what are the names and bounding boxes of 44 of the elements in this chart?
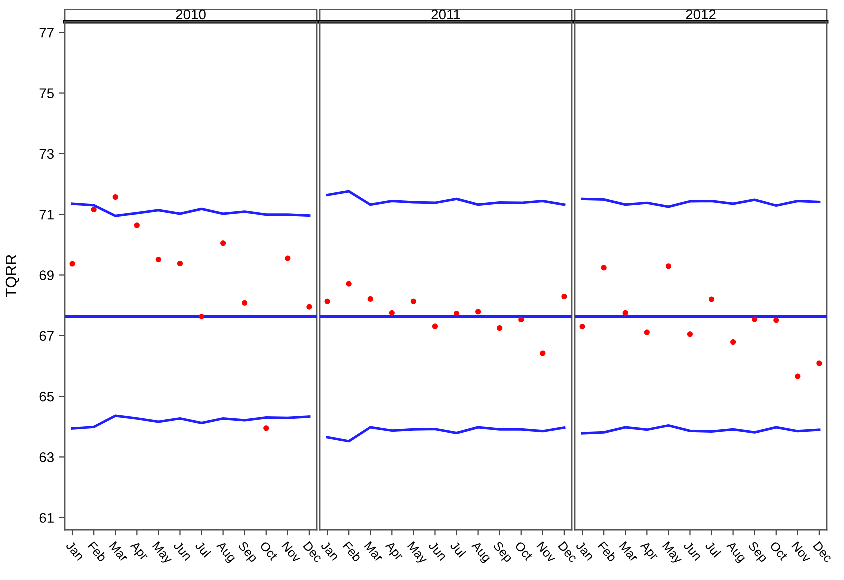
y-tick-label: 77	[40, 28, 54, 38]
y-tick-label: 65	[40, 392, 54, 402]
y-tick-label: 67	[40, 331, 54, 342]
x-tick-label: Mar	[364, 541, 384, 563]
y-axis-title: TQRR	[6, 255, 20, 298]
x-tick-label: Feb	[342, 541, 363, 562]
x-tick-label: Feb	[598, 541, 618, 562]
x-tick-label: Jan	[576, 540, 595, 562]
x-tick-label: Aug	[724, 540, 747, 564]
x-tick-label: Jun	[683, 540, 702, 562]
y-tick-label: 69	[40, 270, 54, 280]
y-tick-label: 63	[40, 452, 54, 462]
x-tick-label: Aug	[214, 540, 237, 564]
chart-title: 2011	[432, 10, 460, 20]
y-tick-label: 61	[40, 513, 54, 524]
chart-title: 2012	[686, 10, 716, 20]
x-tick-label: Apr	[638, 540, 660, 563]
x-tick-label: Oct	[514, 541, 534, 562]
x-tick-label: Aug	[469, 540, 492, 564]
y-tick-label: 75	[40, 88, 54, 98]
y-tick-label: 73	[40, 149, 54, 160]
x-tick-label: Mar	[619, 541, 639, 563]
x-tick-label: Apr	[128, 540, 150, 563]
x-tick-label: Sep	[746, 541, 769, 565]
x-tick-label: Oct	[260, 541, 279, 562]
chart-title: 2010	[176, 10, 206, 20]
x-tick-label: Apr	[383, 540, 404, 563]
x-tick-label: Nov	[792, 541, 812, 564]
x-tick-label: Jan	[66, 540, 85, 562]
x-tick-label: Jul	[704, 540, 722, 558]
x-tick-label: Jan	[320, 540, 340, 562]
x-tick-label: Jun	[428, 540, 448, 562]
x-tick-label: Dec	[813, 541, 834, 564]
x-tick-label: Jul	[450, 540, 467, 558]
x-tick-label: Jul	[194, 540, 212, 558]
x-tick-label: Sep	[491, 541, 514, 565]
y-tick-label: 71	[40, 210, 54, 220]
x-tick-label: Jun	[173, 540, 192, 562]
x-tick-label: Nov	[536, 541, 557, 564]
x-tick-label: Nov	[282, 541, 302, 564]
x-tick-label: Sep	[236, 541, 259, 565]
x-tick-label: Oct	[770, 541, 789, 562]
x-tick-label: Feb	[88, 541, 108, 562]
x-tick-label: Mar	[109, 541, 129, 563]
